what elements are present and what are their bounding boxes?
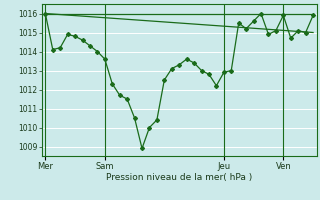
X-axis label: Pression niveau de la mer( hPa ): Pression niveau de la mer( hPa ) xyxy=(106,173,252,182)
